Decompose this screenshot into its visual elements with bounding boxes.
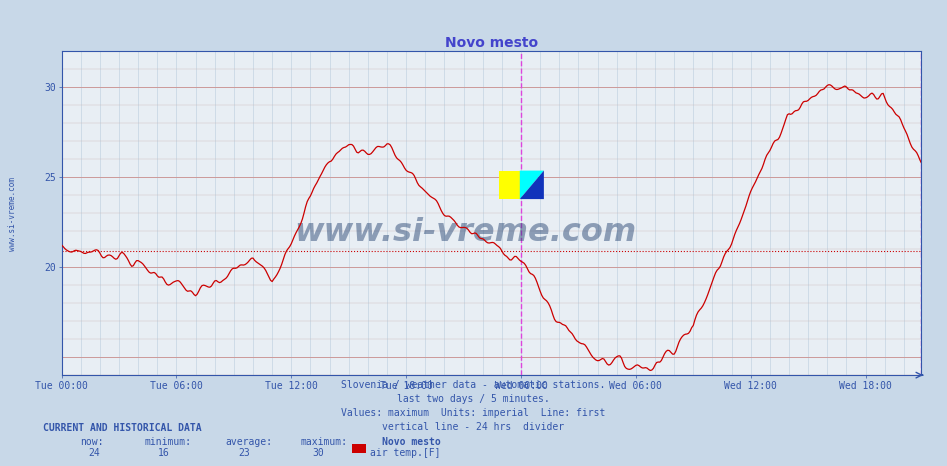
Text: www.si-vreme.com: www.si-vreme.com (8, 178, 17, 251)
Text: vertical line - 24 hrs  divider: vertical line - 24 hrs divider (383, 422, 564, 432)
Bar (499, 171, 520, 199)
Text: 23: 23 (239, 448, 250, 458)
Text: last two days / 5 minutes.: last two days / 5 minutes. (397, 394, 550, 404)
Text: minimum:: minimum: (145, 437, 192, 446)
Text: www.si-vreme.com: www.si-vreme.com (295, 217, 636, 248)
Title: Novo mesto: Novo mesto (445, 36, 538, 50)
Text: air temp.[F]: air temp.[F] (370, 448, 440, 458)
Text: 30: 30 (313, 448, 324, 458)
Polygon shape (520, 171, 544, 199)
Text: Novo mesto: Novo mesto (382, 437, 440, 446)
Text: CURRENT AND HISTORICAL DATA: CURRENT AND HISTORICAL DATA (43, 423, 202, 433)
Text: Slovenia / weather data - automatic stations.: Slovenia / weather data - automatic stat… (341, 380, 606, 390)
Polygon shape (520, 171, 544, 199)
Text: 16: 16 (158, 448, 170, 458)
Text: maximum:: maximum: (300, 437, 348, 446)
Text: average:: average: (225, 437, 273, 446)
Text: now:: now: (80, 437, 104, 446)
Text: 24: 24 (88, 448, 99, 458)
Text: Values: maximum  Units: imperial  Line: first: Values: maximum Units: imperial Line: fi… (341, 408, 606, 418)
